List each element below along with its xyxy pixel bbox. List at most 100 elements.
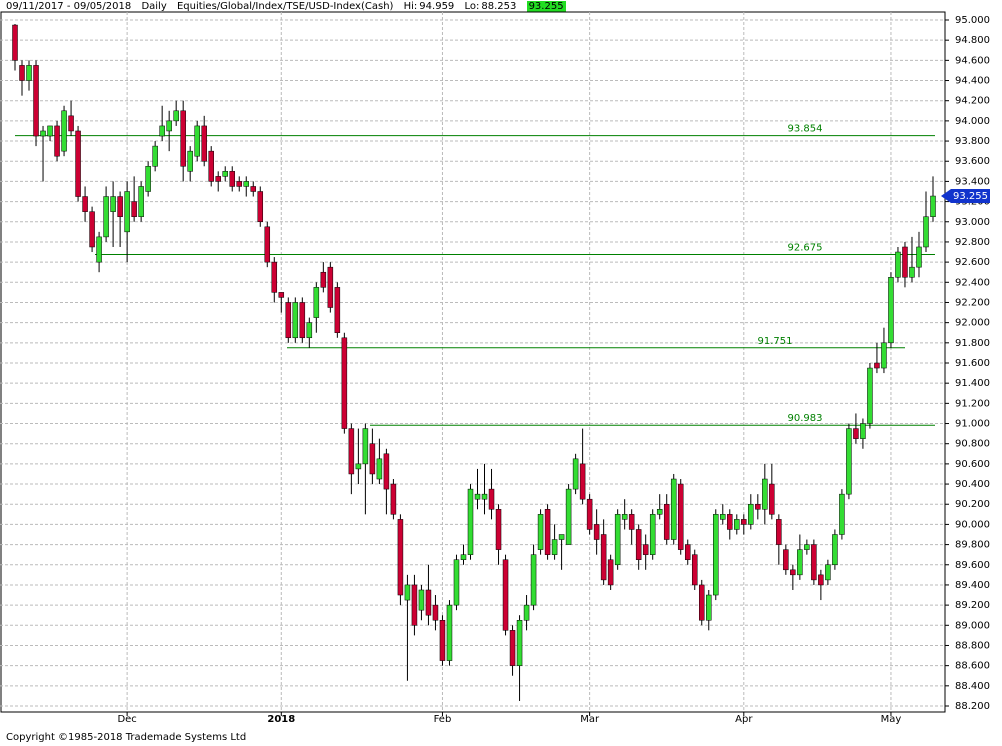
candle-body [860,423,866,439]
high-value: 94.959 [419,1,455,12]
last-price-tag [941,189,990,204]
candle-body [26,65,32,81]
candle-body [516,620,523,666]
candle-body [586,498,593,530]
candle-body [222,171,228,177]
candle-body [110,196,116,212]
candle-body [117,196,123,217]
y-tick-label: 94.400 [955,76,990,87]
candle-body [635,529,642,560]
y-tick-label: 90.400 [955,479,990,490]
y-tick-label: 90.800 [955,439,990,450]
candle-body [208,150,214,182]
low-label: Lo: [464,1,480,12]
candle-body [369,443,376,475]
candle-body [201,125,207,162]
candle-body [614,514,621,566]
candle-body [572,458,579,490]
low-value: 88.253 [481,1,517,12]
candle-body [923,216,929,248]
candle-body [19,65,25,81]
candle-body [916,246,922,268]
y-tick-label: 93.600 [955,156,990,167]
candle-body [47,125,53,137]
candle-body [250,186,257,192]
candle-body [818,574,824,586]
candle-body [320,271,327,288]
candle-body [334,287,341,333]
candle-body [558,534,565,540]
y-tick-label: 88.400 [955,681,990,692]
y-tick-label: 88.600 [955,661,990,672]
candle-body [166,120,172,132]
y-tick-label: 91.200 [955,398,990,409]
candle-body [159,125,165,137]
y-tick-label: 89.200 [955,600,990,611]
y-tick-label: 91.000 [955,419,990,430]
candle-body [390,483,397,515]
candle-body [677,483,684,550]
candle-body [474,493,481,500]
candle-body [642,544,649,555]
candle-body [565,488,572,545]
level-label: 92.675 [788,243,823,254]
candle-body [839,493,845,535]
candle-body [734,519,740,530]
x-tick-label: Mar [580,714,600,725]
candle-body [607,559,614,586]
plot-frame [0,11,946,713]
y-tick-label: 89.000 [955,620,990,631]
date-range: 09/11/2017 - 09/05/2018 [6,1,132,12]
candle-body [40,130,46,137]
level-label: 93.854 [788,124,823,135]
x-tick-label: Feb [434,714,452,725]
candle-body [138,186,144,217]
y-tick-label: 93.000 [955,217,990,228]
candle-body [867,367,873,424]
candle-body [853,428,859,439]
candle-body [103,196,109,238]
y-tick-label: 92.800 [955,237,990,248]
y-tick-label: 92.000 [955,318,990,329]
y-tick-label: 89.400 [955,580,990,591]
high-label: Hi: [403,1,418,12]
candle-body [54,125,60,157]
candle-body [411,584,418,626]
candle-body [173,110,179,122]
candle-body [656,509,663,515]
candle-body [727,514,733,530]
candle-body [509,630,516,666]
y-tick-label: 90.000 [955,519,990,530]
candle-body [68,115,74,132]
candle-body [215,176,221,182]
candle-body [376,458,383,480]
candle-body [236,181,242,187]
candle-body [832,534,838,566]
candle-body [362,428,369,465]
candle-body [96,236,102,263]
candle-body [278,292,285,298]
y-tick-label: 92.400 [955,277,990,288]
candle-body [467,488,474,555]
candle-body [811,544,817,581]
candle-body [271,261,278,293]
y-tick-label: 89.600 [955,560,990,571]
last-price-label: 93.255 [953,191,988,202]
candle-body [243,181,250,187]
candle-body [902,246,908,278]
candle-body [649,514,656,555]
candle-body [593,524,600,540]
candle-body [713,514,719,596]
candle-body [264,226,271,263]
y-tick-label: 91.400 [955,378,990,389]
candle-body [544,509,551,555]
candle-body [755,503,761,510]
y-tick-label: 93.800 [955,136,990,147]
candle-body [75,130,81,197]
candle-body [180,110,186,167]
y-tick-label: 88.800 [955,640,990,651]
x-tick-label: Dec [117,714,136,725]
candle-body [579,463,586,500]
candle-body [12,24,18,61]
candle-body [663,503,670,540]
